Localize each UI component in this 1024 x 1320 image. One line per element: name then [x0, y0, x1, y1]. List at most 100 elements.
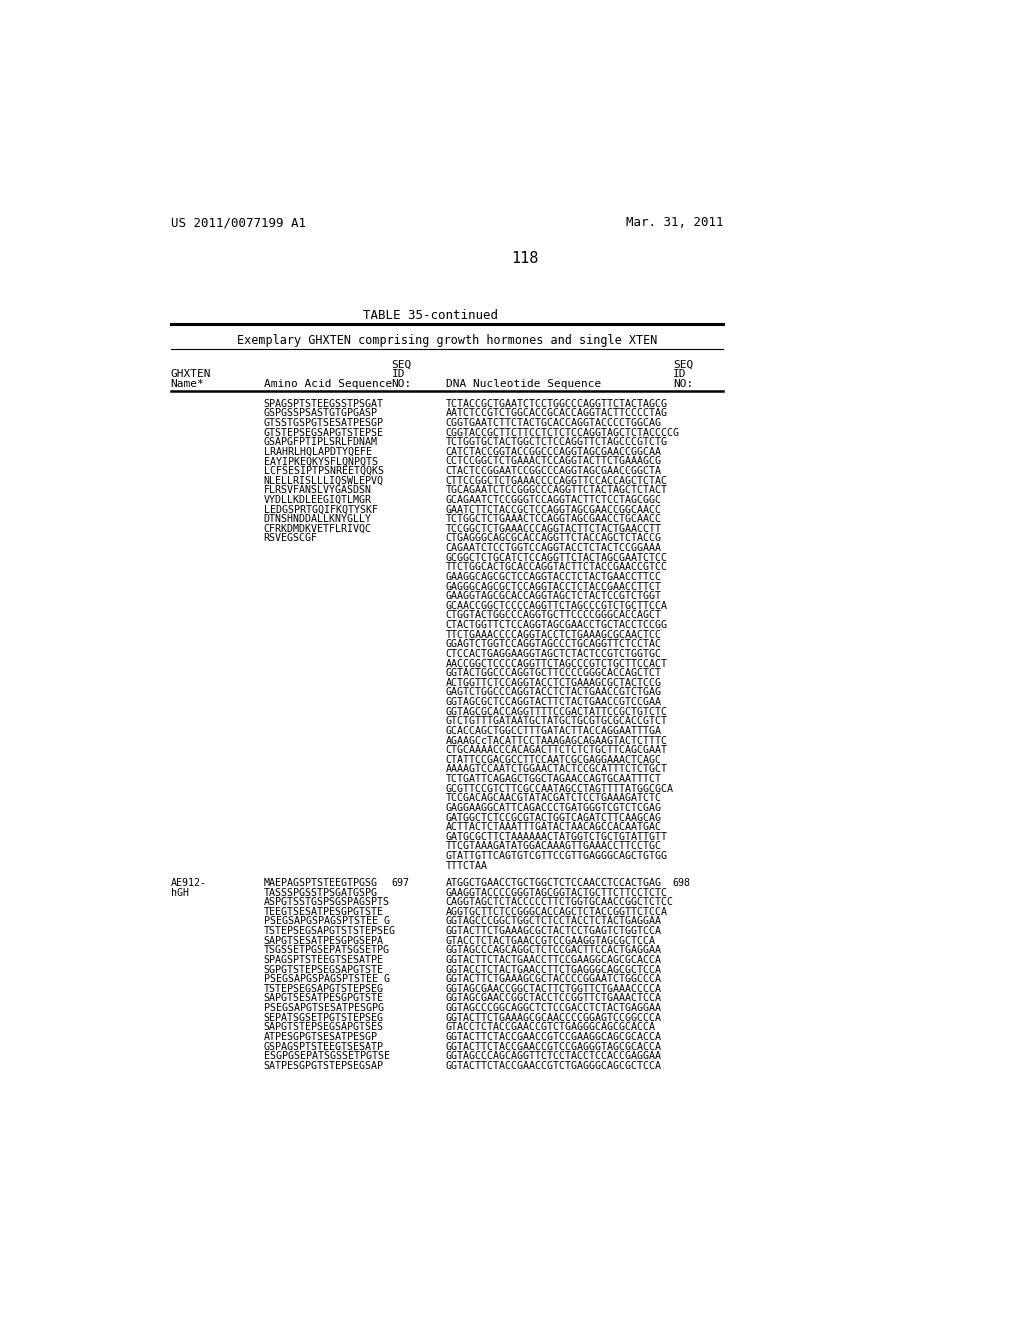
- Text: DTNSHNDDALLKNYGLLY: DTNSHNDDALLKNYGLLY: [263, 515, 372, 524]
- Text: EAYIPKEQKYSFLQNPQTS: EAYIPKEQKYSFLQNPQTS: [263, 457, 378, 466]
- Text: GGTACTTCTACCGAACCGTCTGAGGGCAGCGCTCCA: GGTACTTCTACCGAACCGTCTGAGGGCAGCGCTCCA: [445, 1061, 662, 1071]
- Text: ESGPGSEPATSGSSETPGTSE: ESGPGSEPATSGSSETPGTSE: [263, 1051, 389, 1061]
- Text: GAGGGCAGCGCTCCAGGTACCTCTACCGAACCTTCT: GAGGGCAGCGCTCCAGGTACCTCTACCGAACCTTCT: [445, 582, 662, 591]
- Text: PSEGSAPGSPAGSPTSTEE G: PSEGSAPGSPAGSPTSTEE G: [263, 916, 389, 927]
- Text: TCCGACAGCAACGTATACGATCTCCTGAAAGATCTC: TCCGACAGCAACGTATACGATCTCCTGAAAGATCTC: [445, 793, 662, 804]
- Text: TTCTGGCACTGCACCAGGTACTTCTACCGAACCGTCC: TTCTGGCACTGCACCAGGTACTTCTACCGAACCGTCC: [445, 562, 668, 573]
- Text: CFRKDMDKVETFLRIVQC: CFRKDMDKVETFLRIVQC: [263, 524, 372, 533]
- Text: GGTACCTCTACTGAACCTTCTGAGGGCAGCGCTCCA: GGTACCTCTACTGAACCTTCTGAGGGCAGCGCTCCA: [445, 965, 662, 974]
- Text: GAGGAAGGCATTCAGACCCTGATGGGTCGTCTCGAG: GAGGAAGGCATTCAGACCCTGATGGGTCGTCTCGAG: [445, 803, 662, 813]
- Text: TTTCTAA: TTTCTAA: [445, 861, 487, 871]
- Text: TSTEPSEGSAPGTSTEPSEG: TSTEPSEGSAPGTSTEPSEG: [263, 983, 384, 994]
- Text: ID: ID: [391, 370, 406, 379]
- Text: NO:: NO:: [673, 379, 693, 389]
- Text: GSPGSSPSASTGTGPGASP: GSPGSSPSASTGTGPGASP: [263, 408, 378, 418]
- Text: CTCCACTGAGGAAGGTAGCTCTACTCCGTCTGGTGC: CTCCACTGAGGAAGGTAGCTCTACTCCGTCTGGTGC: [445, 649, 662, 659]
- Text: TCCGGCTCTGAAACCCAGGTACTTCTACTGAACCTT: TCCGGCTCTGAAACCCAGGTACTTCTACTGAACCTT: [445, 524, 662, 533]
- Text: GAAGGTACCCCGGGTAGCGGTACTGCTTCTTCCTCTC: GAAGGTACCCCGGGTAGCGGTACTGCTTCTTCCTCTC: [445, 887, 668, 898]
- Text: ATPESGPGTSESATPESGP: ATPESGPGTSESATPESGP: [263, 1032, 378, 1041]
- Text: GTACCTCTACTGAACCGTCCGAAGGTAGCGCTCCA: GTACCTCTACTGAACCGTCCGAAGGTAGCGCTCCA: [445, 936, 655, 945]
- Text: LEDGSPRTGQIFKQTYSKF: LEDGSPRTGQIFKQTYSKF: [263, 504, 378, 515]
- Text: GGTACTTCTACTGAACCTTCCGAAGGCAGCGCACCA: GGTACTTCTACTGAACCTTCCGAAGGCAGCGCACCA: [445, 954, 662, 965]
- Text: GCGTTCCGTCTTCGCCAATAGCCTAGTTTTATGGCGCA: GCGTTCCGTCTTCGCCAATAGCCTAGTTTTATGGCGCA: [445, 784, 674, 793]
- Text: DNA Nucleotide Sequence: DNA Nucleotide Sequence: [445, 379, 601, 389]
- Text: ATGGCTGAACCTGCTGGCTCTCCAACCTCCACTGAG: ATGGCTGAACCTGCTGGCTCTCCAACCTCCACTGAG: [445, 878, 662, 888]
- Text: GTSTEPSEGSAPGTSTEPSE: GTSTEPSEGSAPGTSTEPSE: [263, 428, 384, 437]
- Text: AGGTGCTTCTCCGGGCACCAGCTCTACCGGTTCTCCA: AGGTGCTTCTCCGGGCACCAGCTCTACCGGTTCTCCA: [445, 907, 668, 917]
- Text: SEQ: SEQ: [673, 359, 693, 370]
- Text: GGTACTTCTGAAAGCGCAACCCCGGAGTCCGGCCCA: GGTACTTCTGAAAGCGCAACCCCGGAGTCCGGCCCA: [445, 1012, 662, 1023]
- Text: TTCGTAAAGATATGGACAAAGTTGAAACCTTCCTGC: TTCGTAAAGATATGGACAAAGTTGAAACCTTCCTGC: [445, 841, 662, 851]
- Text: RSVEGSCGF: RSVEGSCGF: [263, 533, 317, 544]
- Text: CGGTACCGCTTCTTCCTCTCTCCAGGTAGCTCTACCCCG: CGGTACCGCTTCTTCCTCTCTCCAGGTAGCTCTACCCCG: [445, 428, 680, 437]
- Text: Mar. 31, 2011: Mar. 31, 2011: [626, 216, 723, 230]
- Text: SAPGTSESATPESGPGTSTE: SAPGTSESATPESGPGTSTE: [263, 994, 384, 1003]
- Text: AATCTCCGTCTGGCACCGCACCAGGTACTTCCCCTAG: AATCTCCGTCTGGCACCGCACCAGGTACTTCCCCTAG: [445, 408, 668, 418]
- Text: TGCAGAATCTCCGGGCCCAGGTTCTACTAGCTCTACT: TGCAGAATCTCCGGGCCCAGGTTCTACTAGCTCTACT: [445, 486, 668, 495]
- Text: GGTAGCGAACCGGCTACCTCCGGTTCTGAAACTCCA: GGTAGCGAACCGGCTACCTCCGGTTCTGAAACTCCA: [445, 994, 662, 1003]
- Text: SATPESGPGTSTEPSEGSAP: SATPESGPGTSTEPSEGSAP: [263, 1061, 384, 1071]
- Text: CTACTGGTTCTCCAGGTAGCGAACCTGCTACCTCCGG: CTACTGGTTCTCCAGGTAGCGAACCTGCTACCTCCGG: [445, 620, 668, 630]
- Text: ACTGGTTCTCCAGGTACCTCTGAAAGCGCTACTCCG: ACTGGTTCTCCAGGTACCTCTGAAAGCGCTACTCCG: [445, 677, 662, 688]
- Text: GGTAGCCCGGCAGGCTCTCCGACCTCTACTGAGGAA: GGTAGCCCGGCAGGCTCTCCGACCTCTACTGAGGAA: [445, 1003, 662, 1012]
- Text: AAAAGTCCAATCTGGAACTACTCCGCATTTCTCTGCT: AAAAGTCCAATCTGGAACTACTCCGCATTTCTCTGCT: [445, 764, 668, 775]
- Text: 697: 697: [391, 878, 410, 888]
- Text: CTGCAAAACCCACAGACTTCTCTCTGCTTCAGCGAAT: CTGCAAAACCCACAGACTTCTCTCTGCTTCAGCGAAT: [445, 744, 668, 755]
- Text: 698: 698: [673, 878, 691, 888]
- Text: PSEGSAPGSPAGSPTSTEE G: PSEGSAPGSPAGSPTSTEE G: [263, 974, 389, 985]
- Text: GTATTGTTCAGTGTCGTTCCGTTGAGGGCAGCTGTGG: GTATTGTTCAGTGTCGTTCCGTTGAGGGCAGCTGTGG: [445, 851, 668, 861]
- Text: TASSSPGSSTPSGATGSPG: TASSSPGSSTPSGATGSPG: [263, 887, 378, 898]
- Text: ACTTACTCTAAATTTGATACTAACAGCCACAATGAC: ACTTACTCTAAATTTGATACTAACAGCCACAATGAC: [445, 822, 662, 832]
- Text: ID: ID: [673, 370, 686, 379]
- Text: GGTACTTCTACCGAACCGTCCGAAGGCAGCGCACCA: GGTACTTCTACCGAACCGTCCGAAGGCAGCGCACCA: [445, 1032, 662, 1041]
- Text: GGTAGCGAACCGGCTACTTCTGGTTCTGAAACCCCA: GGTAGCGAACCGGCTACTTCTGGTTCTGAAACCCCA: [445, 983, 662, 994]
- Text: CTACTCCGGAATCCGGCCCAGGTAGCGAACCGGCTA: CTACTCCGGAATCCGGCCCAGGTAGCGAACCGGCTA: [445, 466, 662, 477]
- Text: TCTGATTCAGAGCTGGCTAGAACCAGTGCAATTTCT: TCTGATTCAGAGCTGGCTAGAACCAGTGCAATTTCT: [445, 774, 662, 784]
- Text: TCTGGCTCTGAAACTCCAGGTAGCGAACCTGCAACC: TCTGGCTCTGAAACTCCAGGTAGCGAACCTGCAACC: [445, 515, 662, 524]
- Text: GTCTGTTTGATAATGCTATGCTGCGTGCGCACCGTCT: GTCTGTTTGATAATGCTATGCTGCGTGCGCACCGTCT: [445, 717, 668, 726]
- Text: GGTAGCCCGGCTGGCTCTCCTACCTCTACTGAGGAA: GGTAGCCCGGCTGGCTCTCCTACCTCTACTGAGGAA: [445, 916, 662, 927]
- Text: PSEGSAPGTSESATPESGPG: PSEGSAPGTSESATPESGPG: [263, 1003, 384, 1012]
- Text: CCTCCGGCTCTGAAACTCCAGGTACTTCTGAAAGCG: CCTCCGGCTCTGAAACTCCAGGTACTTCTGAAAGCG: [445, 457, 662, 466]
- Text: NO:: NO:: [391, 379, 412, 389]
- Text: TCTACCGCTGAATCTCCTGGCCCAGGTTCTACTAGCG: TCTACCGCTGAATCTCCTGGCCCAGGTTCTACTAGCG: [445, 399, 668, 409]
- Text: US 2011/0077199 A1: US 2011/0077199 A1: [171, 216, 305, 230]
- Text: GGTACTGGCCCAGGTGCTTCCCCGGGCACCAGCTCT: GGTACTGGCCCAGGTGCTTCCCCGGGCACCAGCTCT: [445, 668, 662, 678]
- Text: Name*: Name*: [171, 379, 205, 389]
- Text: GTACCTCTACCGAACCGTCTGAGGGCAGCGCACCA: GTACCTCTACCGAACCGTCTGAGGGCAGCGCACCA: [445, 1022, 655, 1032]
- Text: CTGGTACTGGCCCAGGTGCTTCCCCGGGCACCAGCT: CTGGTACTGGCCCAGGTGCTTCCCCGGGCACCAGCT: [445, 610, 662, 620]
- Text: GCACCAGCTGGCCTTTGATACTTACCAGGAATTTGA: GCACCAGCTGGCCTTTGATACTTACCAGGAATTTGA: [445, 726, 662, 735]
- Text: CGGTGAATCTTCTACTGCACCAGGTACCCCTGGCAG: CGGTGAATCTTCTACTGCACCAGGTACCCCTGGCAG: [445, 418, 662, 428]
- Text: LRAHRLHQLAPDTYQEFE: LRAHRLHQLAPDTYQEFE: [263, 446, 372, 457]
- Text: GAAGGTAGCGCACCAGGTAGCTCTACTCCGTCTGGT: GAAGGTAGCGCACCAGGTAGCTCTACTCCGTCTGGT: [445, 591, 662, 601]
- Text: GSPAGSPTSTEEGTSESATP: GSPAGSPTSTEEGTSESATP: [263, 1041, 384, 1052]
- Text: CAGGTAGCTCTACCCCCTTCTGGTGCAACCGGCTCTCC: CAGGTAGCTCTACCCCCTTCTGGTGCAACCGGCTCTCC: [445, 898, 674, 907]
- Text: TTCTGAAACCCCAGGTACCTCTGAAAGCGCAACTCC: TTCTGAAACCCCAGGTACCTCTGAAAGCGCAACTCC: [445, 630, 662, 640]
- Text: TSTEPSEGSAPGTSTSTEPSEG: TSTEPSEGSAPGTSTSTEPSEG: [263, 927, 395, 936]
- Text: SAPGTSTEPSEGSAPGTSES: SAPGTSTEPSEGSAPGTSES: [263, 1022, 384, 1032]
- Text: NLELLRISLLLIQSWLEPVQ: NLELLRISLLLIQSWLEPVQ: [263, 475, 384, 486]
- Text: TCTGGTGCTACTGGCTCTCCAGGTTCTAGCCCGTCTG: TCTGGTGCTACTGGCTCTCCAGGTTCTAGCCCGTCTG: [445, 437, 668, 447]
- Text: CAGAATCTCCTGGTCCAGGTACCTCTACTCCGGAAA: CAGAATCTCCTGGTCCAGGTACCTCTACTCCGGAAA: [445, 543, 662, 553]
- Text: GTSSTGSPGTSESATPESGP: GTSSTGSPGTSESATPESGP: [263, 418, 384, 428]
- Text: SEQ: SEQ: [391, 359, 412, 370]
- Text: AGAAGCcTACATTCCTAAAGAGCAGAAGTACTCTTTC: AGAAGCcTACATTCCTAAAGAGCAGAAGTACTCTTTC: [445, 735, 668, 746]
- Text: GATGCGCTTCTAAAAAACTATGGTCTGCTGTATTGTT: GATGCGCTTCTAAAAAACTATGGTCTGCTGTATTGTT: [445, 832, 668, 842]
- Text: hGH: hGH: [171, 887, 188, 898]
- Text: GCAGAATCTCCGGGTCCAGGTACTTCTCCTAGCGGC: GCAGAATCTCCGGGTCCAGGTACTTCTCCTAGCGGC: [445, 495, 662, 504]
- Text: CATCTACCGGTACCGGCCCAGGTAGCGAACCGGCAA: CATCTACCGGTACCGGCCCAGGTAGCGAACCGGCAA: [445, 446, 662, 457]
- Text: SAPGTSESATPESGPGSEPA: SAPGTSESATPESGPGSEPA: [263, 936, 384, 945]
- Text: TEEGTSESATPESGPGTSTE: TEEGTSESATPESGPGTSTE: [263, 907, 384, 917]
- Text: TABLE 35-continued: TABLE 35-continued: [362, 309, 498, 322]
- Text: CTGAGGGCAGCGCACCAGGTTCTACCAGCTCTACCG: CTGAGGGCAGCGCACCAGGTTCTACCAGCTCTACCG: [445, 533, 662, 544]
- Text: AE912-: AE912-: [171, 878, 207, 888]
- Text: GGTAGCCCAGCAGGCTCTCCGACTTCCACTGAGGAA: GGTAGCCCAGCAGGCTCTCCGACTTCCACTGAGGAA: [445, 945, 662, 956]
- Text: VYDLLKDLEEGIQTLMGR: VYDLLKDLEEGIQTLMGR: [263, 495, 372, 504]
- Text: Exemplary GHXTEN comprising growth hormones and single XTEN: Exemplary GHXTEN comprising growth hormo…: [238, 334, 657, 347]
- Text: GAATCTTCTACCGCTCCAGGTAGCGAACCGGCAACC: GAATCTTCTACCGCTCCAGGTAGCGAACCGGCAACC: [445, 504, 662, 515]
- Text: GSAPGFPTIPLSRLFDNAM: GSAPGFPTIPLSRLFDNAM: [263, 437, 378, 447]
- Text: GCAACCGGCTCCCCAGGTTCTAGCCCGTCTGCTTCCA: GCAACCGGCTCCCCAGGTTCTAGCCCGTCTGCTTCCA: [445, 601, 668, 611]
- Text: TSGSSETPGSEPATSGSETPG: TSGSSETPGSEPATSGSETPG: [263, 945, 389, 956]
- Text: SPAGSPTSTEEGSSTPSGAT: SPAGSPTSTEEGSSTPSGAT: [263, 399, 384, 409]
- Text: GGTACTTCTACCGAACCGTCCGAGGGTAGCGCACCA: GGTACTTCTACCGAACCGTCCGAGGGTAGCGCACCA: [445, 1041, 662, 1052]
